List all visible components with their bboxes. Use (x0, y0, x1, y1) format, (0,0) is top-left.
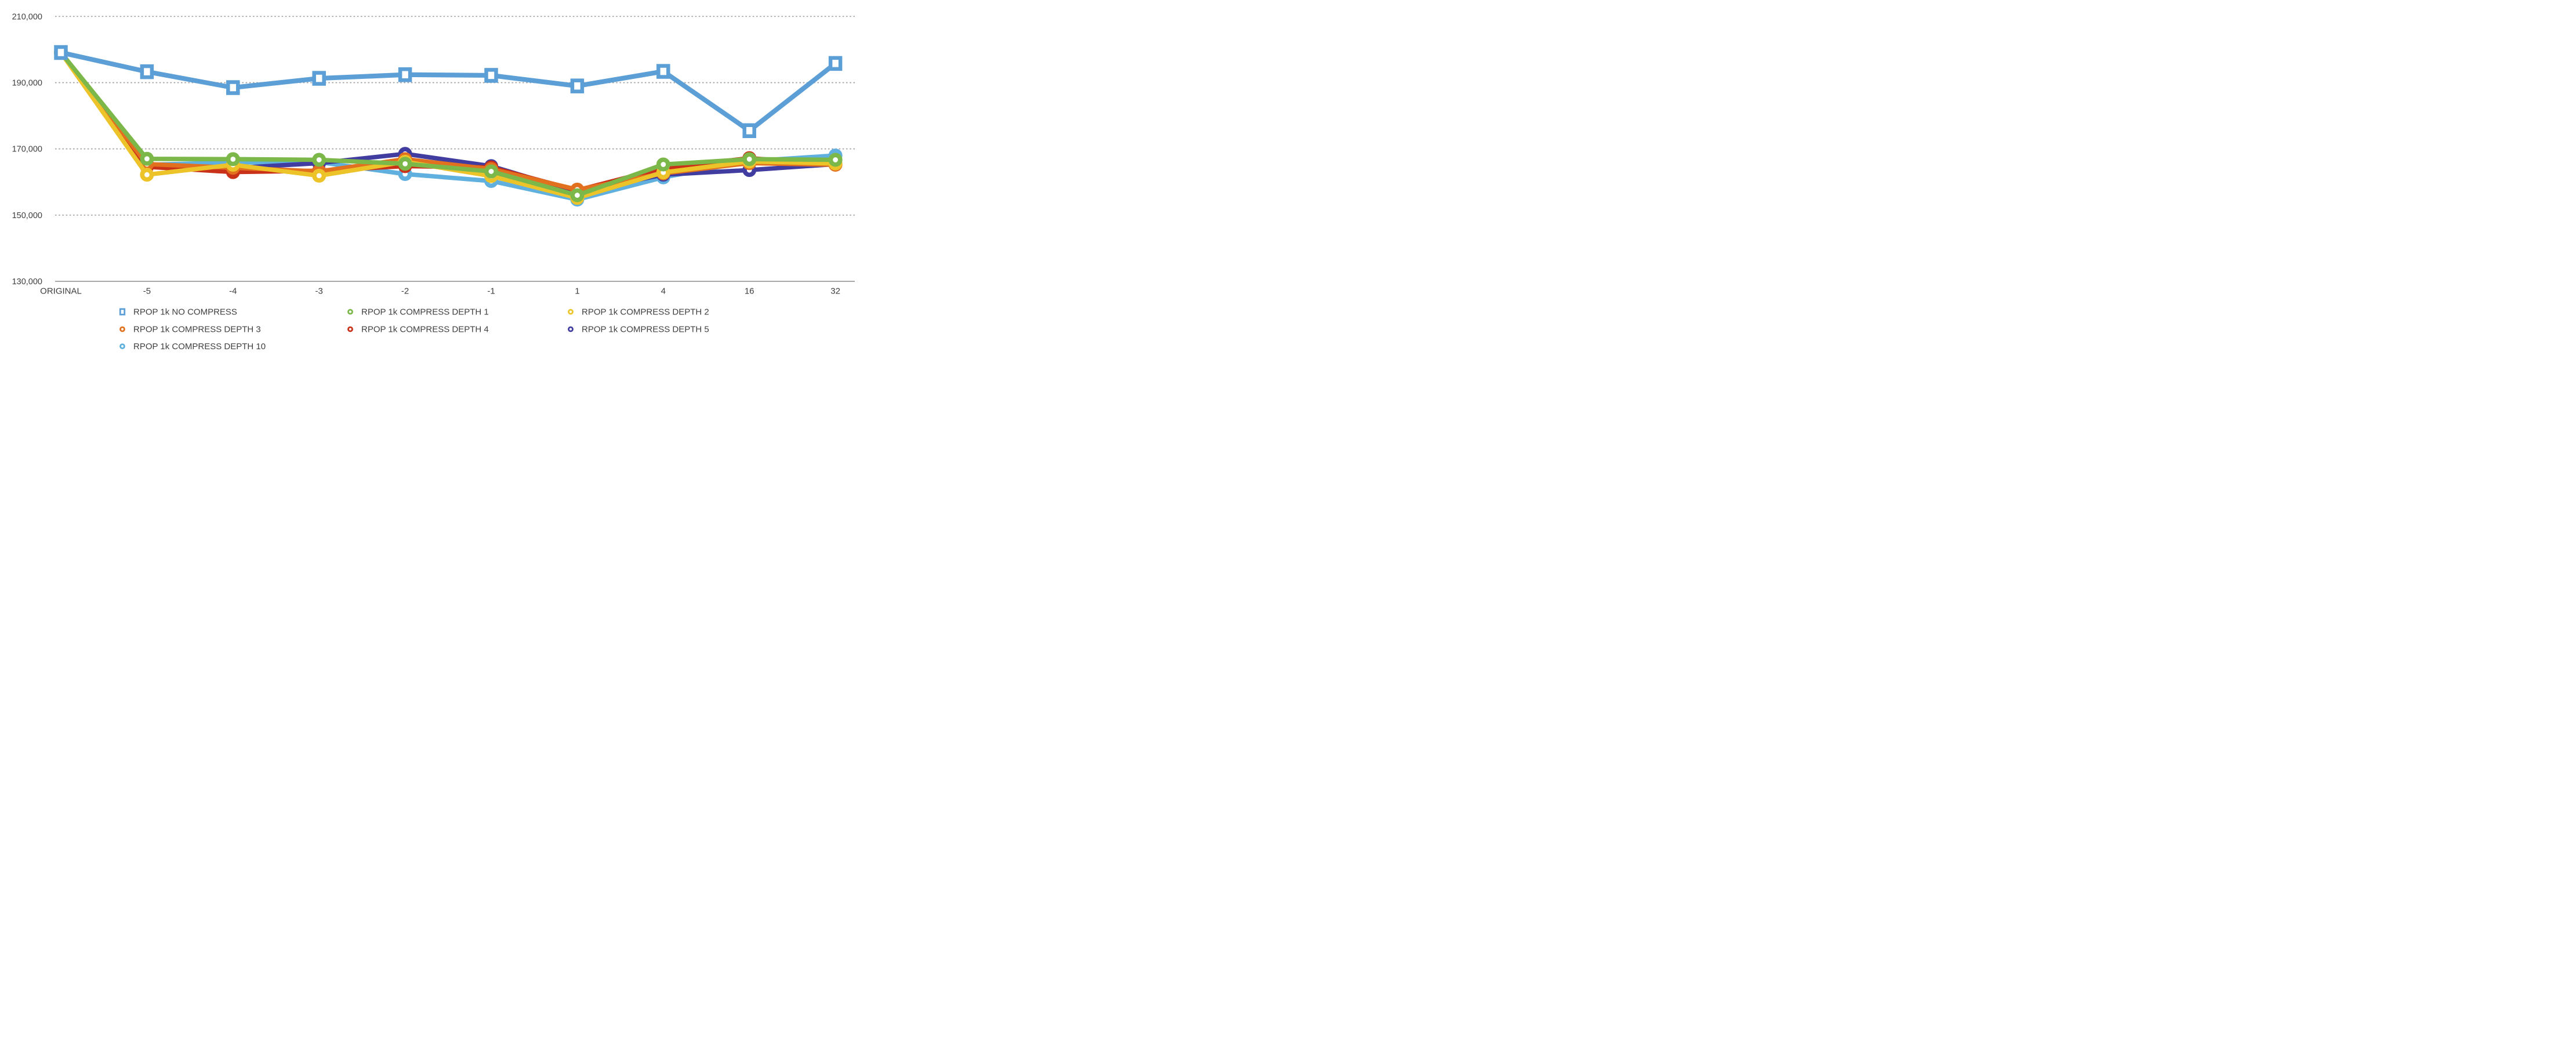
y-tick-label: 190,000 (12, 78, 42, 88)
data-point-marker (828, 153, 843, 167)
data-point-marker (484, 164, 498, 179)
data-point-marker (398, 67, 412, 82)
x-tick-label: -5 (143, 287, 151, 296)
gridlines (55, 16, 855, 216)
legend-label: RPOP 1k COMPRESS DEPTH 5 (582, 325, 709, 335)
data-point-marker (742, 123, 756, 139)
x-tick-label: 16 (745, 287, 754, 296)
y-tick-label: 130,000 (12, 277, 42, 287)
data-point-marker (140, 168, 154, 182)
data-point-marker (742, 152, 757, 166)
series-rpop-1k-compress-depth-5 (54, 45, 843, 199)
legend-item-rpop-1k-compress-depth-5: RPOP 1k COMPRESS DEPTH 5 (568, 325, 709, 335)
data-point-marker (140, 151, 154, 166)
line-chart: 210,000 190,000 170,000 150,000 130,000ORIGI… (12, 12, 855, 352)
legend-circle-marker-icon (119, 343, 125, 349)
data-point-marker (312, 153, 326, 167)
legend-label: RPOP 1k COMPRESS DEPTH 1 (361, 307, 489, 317)
series-rpop-1k-no-compress (54, 45, 843, 139)
legend-label: RPOP 1k COMPRESS DEPTH 10 (133, 342, 266, 352)
data-point-marker (398, 157, 412, 171)
data-point-marker (54, 45, 68, 60)
x-tick-label: -3 (315, 287, 323, 296)
x-tick-label: ORIGINAL (40, 287, 82, 296)
legend-item-rpop-1k-no-compress: RPOP 1k NO COMPRESS (119, 307, 237, 317)
legend-circle-marker-icon (119, 326, 125, 332)
x-tick-label: 1 (575, 287, 579, 296)
series-line (59, 51, 836, 198)
legend-circle-marker-icon (347, 326, 353, 332)
legend-label: RPOP 1k COMPRESS DEPTH 2 (582, 307, 709, 317)
legend-circle-marker-icon (347, 309, 353, 315)
x-tick-label: 32 (830, 287, 840, 296)
legend: RPOP 1k NO COMPRESS RPOP 1k COMPRESS DEPT… (119, 307, 709, 352)
data-point-marker (140, 64, 154, 79)
data-point-marker (312, 71, 326, 86)
legend-circle-marker-icon (568, 326, 574, 332)
data-point-marker (226, 80, 240, 95)
legend-label: RPOP 1k COMPRESS DEPTH 4 (361, 325, 489, 335)
data-point-marker (570, 188, 585, 202)
legend-label: RPOP 1k NO COMPRESS (133, 307, 237, 317)
data-point-marker (828, 56, 843, 71)
chart-container: 210,000 190,000 170,000 150,000 130,000 ORIGI… (0, 0, 859, 352)
legend-item-rpop-1k-compress-depth-1: RPOP 1k COMPRESS DEPTH 1 (347, 307, 489, 317)
y-tick-label: 210,000 (12, 12, 42, 21)
legend-square-marker-icon (119, 308, 126, 316)
legend-label: RPOP 1k COMPRESS DEPTH 3 (133, 325, 261, 335)
data-point-marker (656, 157, 670, 172)
y-tick-label: 150,000 (12, 211, 42, 220)
legend-item-rpop-1k-compress-depth-10: RPOP 1k COMPRESS DEPTH 10 (119, 342, 266, 352)
x-tick-label: 4 (661, 287, 666, 296)
y-tick-label: 170,000 (12, 145, 42, 154)
data-point-marker (484, 68, 498, 83)
data-point-marker (570, 78, 585, 93)
series-rpop-1k-compress-depth-10 (54, 45, 843, 207)
series-line (60, 50, 837, 134)
legend-item-rpop-1k-compress-depth-3: RPOP 1k COMPRESS DEPTH 3 (119, 325, 261, 335)
legend-item-rpop-1k-compress-depth-4: RPOP 1k COMPRESS DEPTH 4 (347, 325, 489, 335)
x-tick-label: -1 (487, 287, 495, 296)
legend-circle-marker-icon (568, 309, 574, 315)
data-point-marker (656, 64, 670, 79)
data-point-marker (226, 152, 240, 166)
x-tick-label: -2 (401, 287, 409, 296)
x-tick-label: -4 (229, 287, 237, 296)
x-axis-labels: ORIGINAL -5 -4 -3 -2 -1 1 4 16 32 (40, 287, 840, 296)
legend-item-rpop-1k-compress-depth-2: RPOP 1k COMPRESS DEPTH 2 (568, 307, 709, 317)
data-point-marker (312, 168, 326, 183)
y-axis-labels: 210,000 190,000 170,000 150,000 130,000 (12, 12, 42, 287)
